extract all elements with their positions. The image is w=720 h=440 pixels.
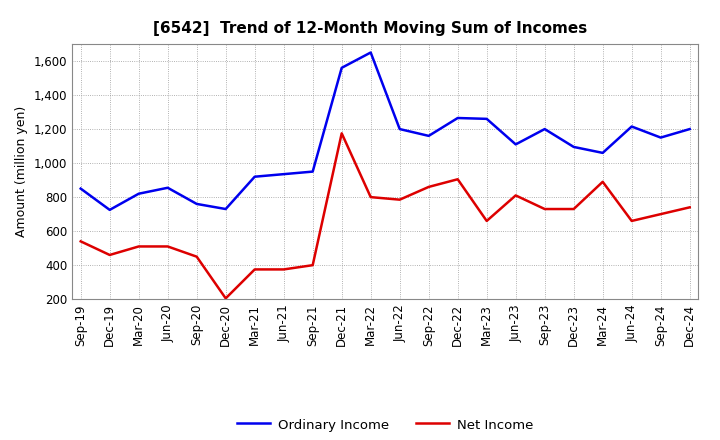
Net Income [76, 239, 85, 244]
Net Income [251, 267, 259, 272]
Text: [6542]  Trend of 12-Month Moving Sum of Incomes: [6542] Trend of 12-Month Moving Sum of I… [153, 21, 588, 36]
Y-axis label: Amount (million yen): Amount (million yen) [15, 106, 28, 237]
Ordinary Income [279, 172, 288, 177]
Ordinary Income [424, 133, 433, 139]
Net Income [541, 206, 549, 212]
Ordinary Income [454, 115, 462, 121]
Ordinary Income [192, 201, 201, 206]
Net Income [105, 252, 114, 257]
Net Income [338, 131, 346, 136]
Net Income [308, 263, 317, 268]
Ordinary Income [135, 191, 143, 196]
Net Income [135, 244, 143, 249]
Net Income [395, 197, 404, 202]
Line: Ordinary Income: Ordinary Income [81, 52, 690, 210]
Net Income [424, 184, 433, 190]
Ordinary Income [482, 116, 491, 121]
Ordinary Income [105, 207, 114, 213]
Net Income [482, 218, 491, 224]
Net Income [366, 194, 375, 200]
Net Income [598, 179, 607, 184]
Ordinary Income [395, 126, 404, 132]
Ordinary Income [338, 65, 346, 70]
Legend: Ordinary Income, Net Income: Ordinary Income, Net Income [232, 413, 539, 437]
Ordinary Income [251, 174, 259, 180]
Ordinary Income [657, 135, 665, 140]
Net Income [657, 212, 665, 217]
Net Income [163, 244, 172, 249]
Ordinary Income [627, 124, 636, 129]
Net Income [221, 296, 230, 301]
Ordinary Income [221, 206, 230, 212]
Net Income [570, 206, 578, 212]
Ordinary Income [163, 185, 172, 191]
Ordinary Income [76, 186, 85, 191]
Ordinary Income [511, 142, 520, 147]
Line: Net Income: Net Income [81, 133, 690, 298]
Ordinary Income [598, 150, 607, 155]
Ordinary Income [570, 144, 578, 150]
Ordinary Income [308, 169, 317, 174]
Ordinary Income [685, 126, 694, 132]
Net Income [511, 193, 520, 198]
Net Income [454, 176, 462, 182]
Net Income [627, 218, 636, 224]
Net Income [685, 205, 694, 210]
Net Income [192, 254, 201, 259]
Ordinary Income [366, 50, 375, 55]
Net Income [279, 267, 288, 272]
Ordinary Income [541, 126, 549, 132]
